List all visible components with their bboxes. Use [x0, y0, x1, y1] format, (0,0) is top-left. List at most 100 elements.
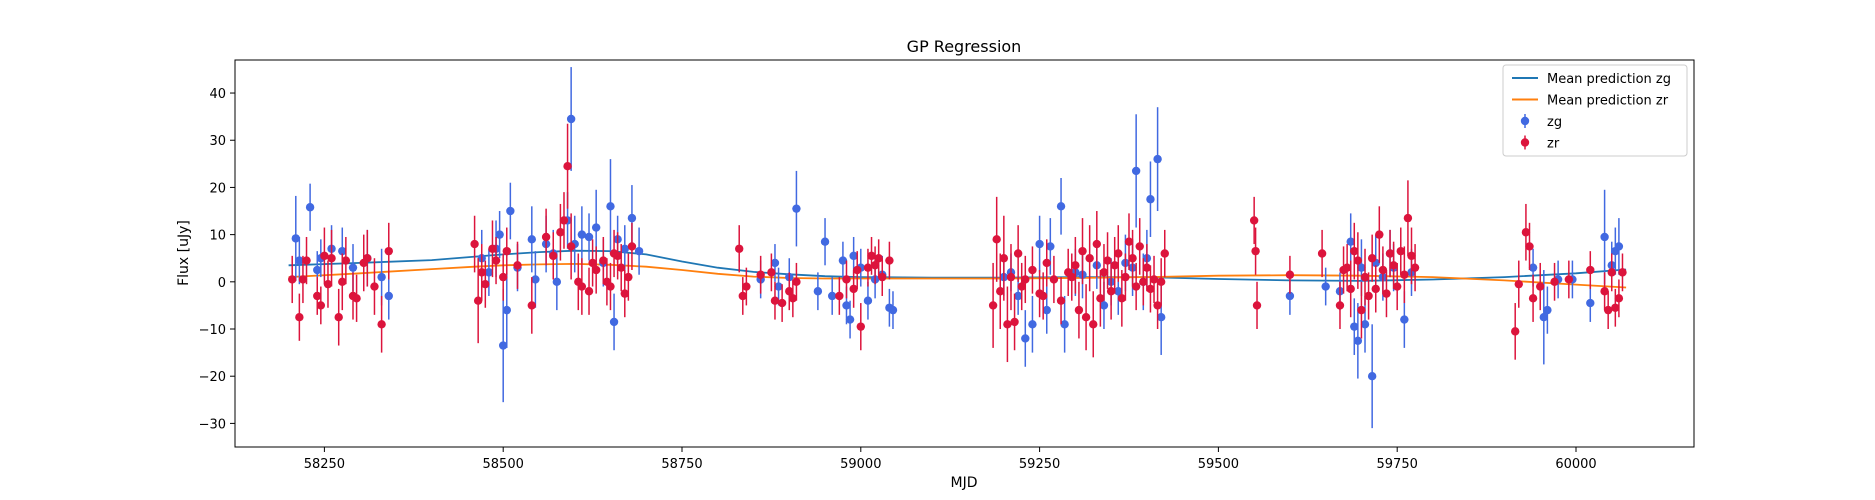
- data-point-zr: [1089, 320, 1098, 329]
- data-point-zr: [1042, 258, 1051, 268]
- data-point-zr: [992, 235, 1001, 244]
- data-point-zr: [1139, 277, 1148, 287]
- data-point-zr: [377, 320, 386, 329]
- data-point-zr: [1099, 268, 1109, 277]
- data-point-zr: [1096, 294, 1105, 303]
- data-point-zr: [777, 298, 787, 308]
- data-point-zg: [820, 237, 830, 246]
- data-point-zr: [1536, 282, 1545, 291]
- data-point-zr: [1614, 294, 1624, 303]
- y-tick-label: 30: [209, 134, 226, 149]
- data-point-zr: [477, 268, 486, 277]
- legend-label: zr: [1547, 137, 1560, 152]
- data-point-zg: [1400, 315, 1409, 324]
- data-point-zr: [1142, 263, 1152, 272]
- data-point-zr: [878, 272, 887, 282]
- data-point-zg: [627, 213, 637, 223]
- data-point-zr: [999, 254, 1009, 263]
- data-point-zr: [624, 272, 633, 282]
- data-point-zg: [827, 291, 837, 301]
- data-point-zr: [488, 244, 497, 253]
- data-point-zr: [338, 277, 347, 287]
- data-point-zr: [1403, 213, 1413, 223]
- data-point-zg: [1350, 322, 1359, 331]
- data-point-zg: [838, 256, 848, 265]
- data-point-zr: [1021, 275, 1030, 284]
- data-point-zg: [338, 246, 347, 256]
- data-point-zg: [813, 287, 823, 296]
- data-point-zr: [1085, 254, 1094, 263]
- data-point-zg: [384, 291, 393, 301]
- data-point-zg: [591, 223, 601, 232]
- data-point-zg: [634, 246, 644, 256]
- x-axis: 58250 58500 58750 59000 59250 59500 59750 60000: [304, 447, 1597, 472]
- data-point-zr: [792, 277, 801, 287]
- data-point-zr: [491, 256, 501, 265]
- data-point-zr: [541, 232, 551, 242]
- data-point-zr: [1521, 228, 1531, 237]
- data-point-zr: [1103, 256, 1112, 265]
- data-point-zg: [609, 317, 619, 327]
- x-tick-label: 59750: [1377, 457, 1418, 472]
- data-point-zg: [566, 114, 576, 124]
- data-point-zr: [1525, 242, 1534, 251]
- data-point-zr: [1128, 254, 1137, 263]
- y-tick-label: 20: [209, 181, 226, 196]
- data-point-zr: [1603, 305, 1613, 315]
- data-point-zg: [1153, 154, 1162, 164]
- data-point-zr: [370, 282, 379, 291]
- data-point-zr: [591, 265, 601, 275]
- data-point-zr: [527, 301, 537, 310]
- data-point-zg: [1146, 195, 1155, 204]
- data-point-zr: [1353, 256, 1363, 265]
- data-point-zg: [502, 305, 511, 315]
- data-point-zr: [853, 265, 862, 275]
- data-point-zr: [1071, 261, 1080, 270]
- data-point-zg: [888, 305, 898, 315]
- data-point-zr: [327, 254, 336, 263]
- y-tick-label: 10: [209, 229, 226, 244]
- data-point-zr: [1106, 287, 1116, 296]
- data-point-zr: [874, 254, 883, 263]
- data-point-zr: [842, 275, 851, 284]
- data-point-zr: [1153, 301, 1162, 310]
- y-axis-label: Flux [uJy]: [176, 220, 192, 286]
- data-point-zr: [1017, 282, 1026, 291]
- plot-frame: [234, 59, 1695, 448]
- data-point-zr: [1006, 272, 1016, 282]
- data-point-zr: [742, 282, 751, 291]
- data-point-zr: [1528, 294, 1538, 303]
- data-point-zr: [1317, 249, 1327, 258]
- data-point-zr: [1346, 284, 1355, 294]
- data-point-zg: [774, 282, 783, 291]
- plot-area: [235, 60, 1694, 447]
- data-point-zg: [1367, 372, 1377, 381]
- data-point-zr: [1618, 268, 1627, 277]
- data-point-zr: [1160, 249, 1169, 258]
- x-tick-label: 59500: [1198, 457, 1239, 472]
- data-point-zg: [1131, 166, 1141, 176]
- data-point-zr: [1364, 291, 1373, 301]
- data-point-zr: [1385, 249, 1395, 258]
- data-point-zr: [1586, 265, 1595, 275]
- x-axis-label: MJD: [951, 475, 978, 491]
- data-point-zr: [1514, 279, 1523, 289]
- data-point-zr: [1357, 305, 1366, 315]
- data-point-zg: [770, 258, 780, 268]
- data-point-zg: [1028, 320, 1037, 329]
- data-point-zr: [788, 294, 798, 303]
- data-point-zr: [1360, 272, 1370, 282]
- data-point-zr: [1389, 261, 1398, 270]
- data-point-zr: [1081, 313, 1091, 322]
- data-point-zr: [334, 313, 343, 322]
- data-point-zg: [1353, 336, 1363, 346]
- data-point-zg: [577, 230, 587, 239]
- data-point-zg: [527, 235, 537, 244]
- data-point-zr: [566, 242, 576, 251]
- data-point-zr: [481, 279, 490, 289]
- data-point-zg: [377, 272, 386, 282]
- data-point-zr: [470, 239, 479, 249]
- data-point-zr: [384, 246, 393, 256]
- data-point-zr: [1335, 301, 1345, 310]
- data-point-zr: [1367, 254, 1377, 263]
